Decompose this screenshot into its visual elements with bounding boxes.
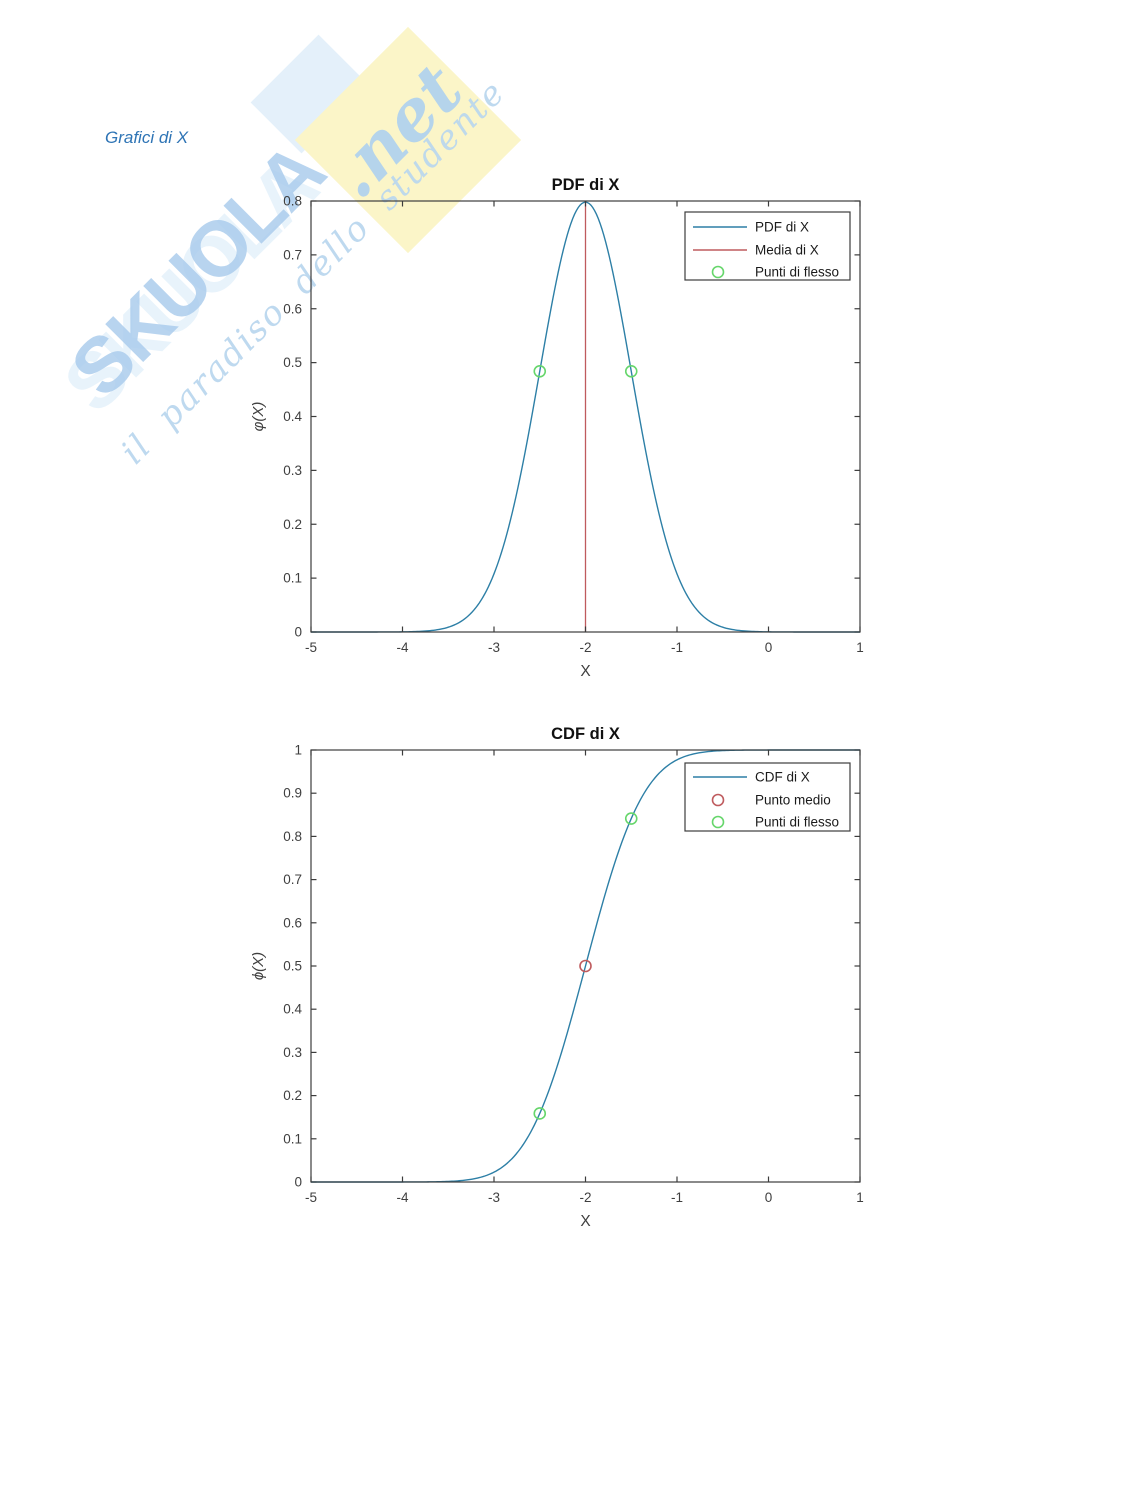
legend: PDF di X Media di X Punti di flesso xyxy=(684,211,851,281)
svg-text:-5: -5 xyxy=(305,1190,317,1205)
svg-text:0.5: 0.5 xyxy=(283,959,302,974)
svg-text:0.1: 0.1 xyxy=(283,571,302,586)
pdf-chart-svg: -5 -4 -3 -2 -1 0 1 0 0.1 0.2 0.3 0.4 0.5 0.6 0.7 0.8 PDF… xyxy=(250,176,864,680)
legend-label: Media di X xyxy=(755,243,819,258)
svg-text:0.7: 0.7 xyxy=(283,872,302,887)
svg-text:0.1: 0.1 xyxy=(283,1131,302,1146)
legend-label: PDF di X xyxy=(755,220,809,235)
svg-text:0.3: 0.3 xyxy=(283,463,302,478)
svg-text:0: 0 xyxy=(765,640,773,655)
svg-text:0.7: 0.7 xyxy=(283,247,302,262)
svg-text:0.3: 0.3 xyxy=(283,1045,302,1060)
svg-text:1: 1 xyxy=(856,1190,864,1205)
svg-text:0.8: 0.8 xyxy=(283,194,302,209)
legend-label: Punti di flesso xyxy=(755,815,839,830)
svg-text:0: 0 xyxy=(765,1190,773,1205)
svg-text:1: 1 xyxy=(856,640,864,655)
x-axis-label: X xyxy=(580,663,591,680)
legend-marker-sample xyxy=(711,793,725,807)
svg-text:0.9: 0.9 xyxy=(283,786,302,801)
tick-labels: -5 -4 -3 -2 -1 0 1 0 0.1 0.2 0.3 0.4 0.5 0.6 0.7 0.8 0.9… xyxy=(283,743,864,1206)
svg-text:-5: -5 xyxy=(305,640,317,655)
chart-title: CDF di X xyxy=(551,725,620,743)
x-axis-label: X xyxy=(580,1213,591,1230)
svg-text:-3: -3 xyxy=(488,1190,500,1205)
axes-box xyxy=(310,749,861,1183)
page-title: Grafici di X xyxy=(105,128,189,147)
legend-marker-sample xyxy=(711,265,725,279)
svg-text:0.6: 0.6 xyxy=(283,915,302,930)
svg-text:-4: -4 xyxy=(396,1190,408,1205)
svg-text:0.2: 0.2 xyxy=(283,517,302,532)
svg-text:0.8: 0.8 xyxy=(283,829,302,844)
svg-text:0.4: 0.4 xyxy=(283,1002,302,1017)
pdf-chart-figure: -5 -4 -3 -2 -1 0 1 0 0.1 0.2 0.3 0.4 0.5 0.6 0.7 0.8 PDF… xyxy=(230,160,910,710)
chart-title: PDF di X xyxy=(552,176,620,194)
svg-text:0: 0 xyxy=(294,1175,302,1190)
svg-text:0.6: 0.6 xyxy=(283,301,302,316)
inflection-point-marker xyxy=(533,364,547,378)
svg-text:1: 1 xyxy=(294,743,302,758)
legend: CDF di X Punto medio Punti di flesso xyxy=(684,762,851,832)
mean-point-marker xyxy=(579,959,592,973)
watermark-band-shape xyxy=(250,34,370,154)
cdf-chart-figure: -5 -4 -3 -2 -1 0 1 0 0.1 0.2 0.3 0.4 0.5 0.6 0.7 0.8 0.9… xyxy=(230,710,910,1270)
svg-text:0.2: 0.2 xyxy=(283,1088,302,1103)
svg-text:0.4: 0.4 xyxy=(283,409,302,424)
inflection-point-marker xyxy=(624,364,638,378)
legend-label: Punti di flesso xyxy=(755,265,839,280)
inflection-point-marker xyxy=(624,812,638,825)
y-axis-label: φ(X) xyxy=(250,402,267,432)
svg-text:-4: -4 xyxy=(396,640,408,655)
svg-text:-1: -1 xyxy=(671,1190,683,1205)
svg-text:0.5: 0.5 xyxy=(283,355,302,370)
svg-text:-2: -2 xyxy=(579,640,591,655)
svg-text:-2: -2 xyxy=(579,1190,591,1205)
y-axis-label: ϕ(X) xyxy=(250,952,267,980)
legend-marker-sample xyxy=(711,815,725,829)
svg-text:0: 0 xyxy=(294,625,302,640)
legend-label: Punto medio xyxy=(755,793,831,808)
inflection-point-marker xyxy=(533,1107,547,1120)
svg-text:-3: -3 xyxy=(488,640,500,655)
cdf-chart-svg: -5 -4 -3 -2 -1 0 1 0 0.1 0.2 0.3 0.4 0.5 0.6 0.7 0.8 0.9… xyxy=(250,725,864,1230)
legend-label: CDF di X xyxy=(755,770,810,785)
svg-text:-1: -1 xyxy=(671,640,683,655)
